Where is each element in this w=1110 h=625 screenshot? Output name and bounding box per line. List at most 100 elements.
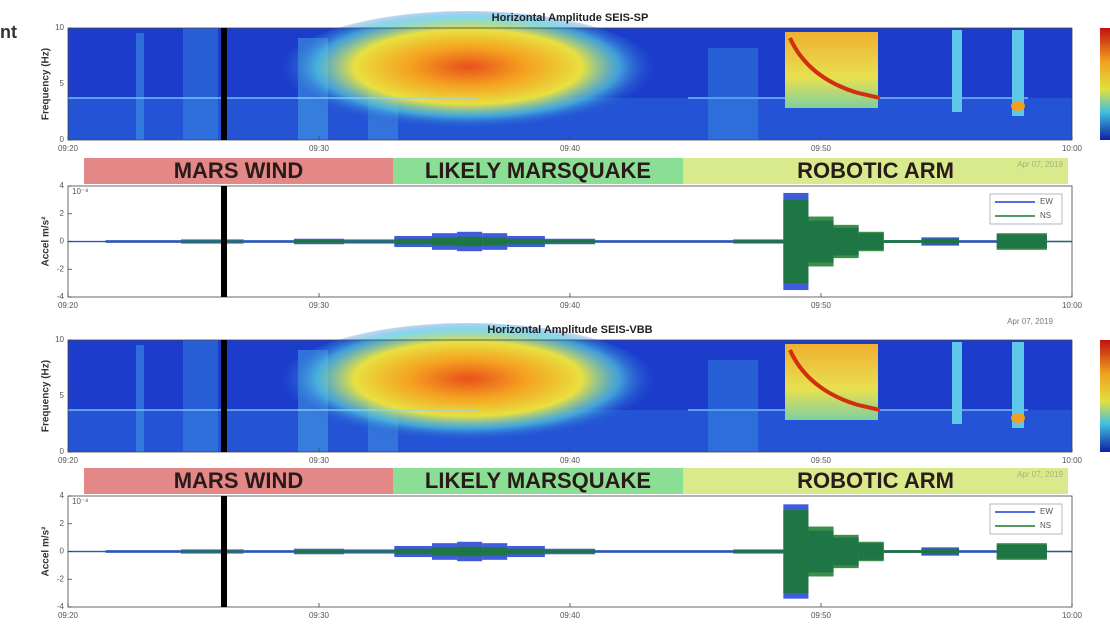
spectrogram xyxy=(66,9,1074,142)
y-tick-label: 10 xyxy=(55,335,64,344)
waveform-envelope xyxy=(657,550,734,553)
x-tick-label: 09:30 xyxy=(309,611,330,620)
x-tick-label: 09:40 xyxy=(560,456,581,465)
waveform-envelope xyxy=(858,541,884,562)
annotation-label: LIKELY MARSQUAKE xyxy=(425,468,651,493)
waveform-envelope xyxy=(833,224,859,259)
date-label: Apr 07, 2019 xyxy=(1007,317,1053,326)
x-tick-label: 09:20 xyxy=(58,611,79,620)
waveform-envelope xyxy=(595,550,658,553)
waveform-envelope xyxy=(959,240,997,243)
waveform-envelope xyxy=(507,238,545,245)
waveform-envelope xyxy=(1046,240,1072,243)
annotation-band xyxy=(84,468,393,494)
waveform-envelope xyxy=(180,240,244,243)
scale-label: 10⁻⁸ xyxy=(72,187,89,196)
x-tick-label: 10:00 xyxy=(1062,144,1083,153)
waveform-envelope xyxy=(68,551,106,553)
x-tick-label: 09:50 xyxy=(811,611,832,620)
x-tick-label: 09:30 xyxy=(309,301,330,310)
y-tick-label: 0 xyxy=(60,135,65,144)
waveform-envelope xyxy=(783,509,809,594)
date-label: Apr 07, 2019 xyxy=(1017,470,1063,479)
annotation-band xyxy=(84,158,393,184)
waveform-envelope xyxy=(243,550,294,553)
waveform-envelope xyxy=(1046,550,1072,553)
waveform-envelope xyxy=(431,547,458,556)
page-label: nt xyxy=(0,22,17,42)
waveform-envelope xyxy=(507,548,545,555)
chart-title: Horizontal Amplitude SEIS-SP xyxy=(492,12,649,24)
x-tick-label: 10:00 xyxy=(1062,301,1083,310)
x-tick-label: 09:40 xyxy=(560,301,581,310)
y-tick-label: 5 xyxy=(60,79,65,88)
waveform-envelope xyxy=(657,240,734,243)
legend-box xyxy=(989,503,1063,535)
y-tick-label: 5 xyxy=(60,391,65,400)
y-tick-label: -4 xyxy=(57,602,65,611)
scale-label: 10⁻⁸ xyxy=(72,497,89,506)
y-tick-label: 0 xyxy=(60,237,65,246)
x-tick-label: 09:30 xyxy=(309,456,330,465)
waveform-envelope xyxy=(921,548,960,555)
waveform-envelope xyxy=(544,550,596,553)
x-tick-label: 09:40 xyxy=(560,144,581,153)
spectrogram xyxy=(66,321,1074,454)
event-marker xyxy=(221,28,227,140)
waveform-envelope xyxy=(243,240,294,243)
annotation-band xyxy=(683,158,1068,184)
colorbar xyxy=(1100,28,1110,140)
y-axis-label: Accel m/s² xyxy=(41,216,52,267)
waveform-envelope xyxy=(344,240,395,243)
waveform-envelope xyxy=(858,231,884,252)
legend-label: NS xyxy=(1040,521,1051,530)
y-axis-label: Accel m/s² xyxy=(41,526,52,577)
legend-label: EW xyxy=(1040,507,1053,516)
x-tick-label: 10:00 xyxy=(1062,456,1083,465)
waveform-envelope xyxy=(544,240,596,243)
y-tick-label: 2 xyxy=(60,519,65,528)
waveform-envelope xyxy=(394,238,432,245)
waveform-envelope xyxy=(959,550,997,553)
y-axis-label: Frequency (Hz) xyxy=(41,360,52,432)
annotation-band xyxy=(393,468,683,494)
y-axis-label: Frequency (Hz) xyxy=(41,48,52,120)
annotation-band xyxy=(683,468,1068,494)
y-tick-label: 4 xyxy=(60,491,65,500)
y-tick-label: -4 xyxy=(57,292,65,301)
waveform-envelope xyxy=(921,238,960,245)
y-tick-label: 10 xyxy=(55,23,64,32)
annotation-label: ROBOTIC ARM xyxy=(797,158,954,183)
legend-label: EW xyxy=(1040,197,1053,206)
waveform-envelope xyxy=(431,237,458,246)
x-tick-label: 09:50 xyxy=(811,144,832,153)
waveform-envelope xyxy=(457,236,483,247)
waveform-envelope xyxy=(482,547,508,556)
event-marker xyxy=(221,496,227,607)
y-tick-label: 0 xyxy=(60,447,65,456)
waveform-envelope xyxy=(996,543,1047,560)
waveform-envelope xyxy=(482,237,508,246)
y-tick-label: 4 xyxy=(60,181,65,190)
waveform-envelope xyxy=(808,526,834,577)
y-tick-label: 2 xyxy=(60,209,65,218)
waveform-envelope xyxy=(105,240,181,243)
waveform-envelope xyxy=(68,241,106,243)
x-tick-label: 09:20 xyxy=(58,144,79,153)
legend-label: NS xyxy=(1040,211,1051,220)
y-tick-label: -2 xyxy=(57,574,65,583)
waveform-envelope xyxy=(996,233,1047,250)
waveform-envelope xyxy=(394,548,432,555)
event-marker xyxy=(221,186,227,297)
waveform-envelope xyxy=(105,550,181,553)
chart-title: Horizontal Amplitude SEIS-VBB xyxy=(487,324,652,336)
event-marker xyxy=(221,340,227,452)
legend-box xyxy=(989,193,1063,225)
annotation-label: LIKELY MARSQUAKE xyxy=(425,158,651,183)
x-tick-label: 09:40 xyxy=(560,611,581,620)
waveform-envelope xyxy=(457,546,483,557)
annotation-label: MARS WIND xyxy=(174,468,304,493)
x-tick-label: 09:20 xyxy=(58,301,79,310)
waveform-envelope xyxy=(783,199,809,284)
